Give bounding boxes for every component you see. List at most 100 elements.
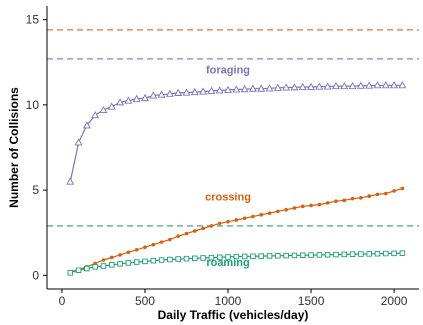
data-point	[258, 253, 264, 259]
data-point	[309, 203, 313, 208]
y-tick-label: 15	[26, 13, 40, 27]
data-point	[142, 258, 148, 265]
data-point	[391, 250, 397, 257]
data-point	[315, 82, 324, 90]
data-point	[201, 226, 205, 231]
data-point	[143, 245, 147, 250]
data-point	[67, 270, 73, 276]
x-tick-label: 1000	[215, 294, 242, 308]
data-point	[308, 252, 314, 258]
series-label-foraging: foraging	[206, 64, 250, 76]
data-point	[273, 83, 282, 91]
data-point	[159, 240, 164, 244]
data-point	[300, 252, 306, 258]
data-point	[193, 229, 197, 233]
data-point	[91, 110, 100, 119]
data-point	[350, 196, 355, 201]
x-tick-label: 1500	[298, 294, 325, 308]
data-point	[126, 250, 131, 255]
data-point	[317, 202, 322, 207]
data-point	[275, 253, 281, 259]
data-point	[241, 253, 248, 260]
series-crossing	[68, 186, 405, 274]
data-point	[331, 81, 340, 90]
data-point	[367, 194, 371, 198]
data-point	[383, 191, 388, 196]
data-point	[257, 84, 266, 92]
data-point	[316, 252, 323, 258]
data-point	[109, 262, 115, 268]
data-point	[209, 224, 214, 228]
data-point	[375, 192, 380, 197]
data-point	[118, 253, 122, 257]
ticks: 0 500 1000 1500 2000 0 5 10 15	[26, 13, 408, 308]
data-point	[184, 231, 189, 236]
data-point	[150, 257, 157, 264]
data-point	[168, 237, 172, 242]
data-point	[192, 255, 198, 262]
data-point	[225, 254, 231, 260]
data-point	[250, 253, 256, 260]
data-point	[224, 85, 232, 93]
data-point	[207, 86, 216, 94]
data-point	[92, 264, 98, 270]
data-point	[74, 138, 83, 146]
data-point	[323, 82, 332, 90]
data-point	[359, 195, 363, 200]
data-point	[324, 251, 331, 258]
data-point	[176, 234, 180, 238]
data-point	[165, 89, 174, 97]
x-tick-label: 500	[135, 294, 155, 308]
data-point	[383, 250, 389, 257]
series-labels: foraging crossing roaming	[205, 64, 251, 269]
data-point	[266, 253, 273, 259]
data-point	[124, 96, 133, 104]
data-point	[132, 94, 141, 102]
data-point	[174, 88, 183, 96]
data-point	[400, 186, 405, 191]
data-point	[175, 256, 181, 262]
data-point	[116, 98, 125, 106]
data-point	[167, 256, 173, 263]
data-point	[251, 214, 255, 219]
series-layer	[66, 81, 407, 276]
data-point	[101, 258, 106, 262]
data-point	[307, 82, 316, 90]
data-point	[234, 218, 239, 222]
data-point	[284, 207, 288, 212]
data-point	[259, 213, 264, 217]
data-point	[215, 86, 224, 94]
data-point	[248, 84, 257, 92]
data-point	[276, 209, 280, 214]
data-point	[66, 177, 75, 185]
data-point	[149, 91, 158, 99]
y-tick-label: 0	[32, 268, 39, 282]
data-point	[82, 121, 91, 129]
data-point	[265, 84, 274, 92]
series-label-roaming: roaming	[206, 257, 249, 269]
data-point	[134, 247, 139, 252]
data-point	[267, 211, 272, 215]
data-point	[141, 93, 149, 102]
data-point	[182, 88, 191, 96]
y-tick-label: 10	[26, 98, 40, 112]
data-point	[216, 254, 223, 261]
data-point	[240, 85, 249, 93]
data-point	[199, 87, 208, 95]
data-point	[157, 90, 166, 98]
data-point	[75, 267, 82, 273]
data-point	[356, 81, 365, 89]
series-roaming	[67, 250, 406, 276]
data-point	[348, 81, 357, 90]
data-point	[325, 201, 330, 205]
y-tick-label: 5	[32, 183, 39, 197]
data-point	[117, 261, 123, 267]
data-point	[291, 252, 298, 259]
data-point	[233, 253, 240, 260]
data-point	[208, 254, 215, 261]
data-point	[333, 251, 339, 258]
data-point	[341, 251, 348, 258]
data-point	[232, 85, 241, 93]
data-point	[358, 251, 364, 257]
